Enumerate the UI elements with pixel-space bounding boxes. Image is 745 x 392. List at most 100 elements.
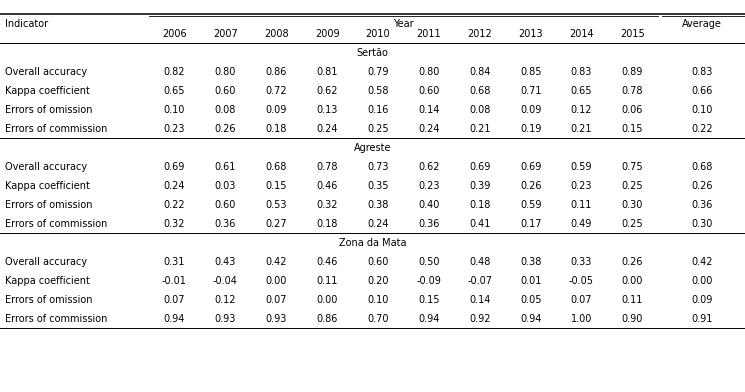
Text: 0.69: 0.69 xyxy=(469,162,490,172)
Text: 0.59: 0.59 xyxy=(520,200,542,210)
Text: 0.92: 0.92 xyxy=(469,314,490,324)
Text: 0.94: 0.94 xyxy=(418,314,440,324)
Text: 0.53: 0.53 xyxy=(265,200,287,210)
Text: Indicator: Indicator xyxy=(5,18,48,29)
Text: 0.60: 0.60 xyxy=(215,200,236,210)
Text: Errors of commission: Errors of commission xyxy=(5,219,107,229)
Text: 0.30: 0.30 xyxy=(622,200,643,210)
Text: 0.25: 0.25 xyxy=(621,181,643,191)
Text: 0.10: 0.10 xyxy=(691,105,712,114)
Text: 0.13: 0.13 xyxy=(317,105,337,114)
Text: 0.36: 0.36 xyxy=(691,200,712,210)
Text: 0.50: 0.50 xyxy=(418,257,440,267)
Text: 0.68: 0.68 xyxy=(691,162,712,172)
Text: 0.86: 0.86 xyxy=(317,314,337,324)
Text: 0.30: 0.30 xyxy=(691,219,712,229)
Text: Overall accuracy: Overall accuracy xyxy=(5,67,87,76)
Text: 0.72: 0.72 xyxy=(265,85,287,96)
Text: 0.35: 0.35 xyxy=(367,181,389,191)
Text: 2010: 2010 xyxy=(366,29,390,39)
Text: 0.66: 0.66 xyxy=(691,85,712,96)
Text: 0.20: 0.20 xyxy=(367,276,389,286)
Text: 0.26: 0.26 xyxy=(691,181,712,191)
Text: 0.60: 0.60 xyxy=(367,257,389,267)
Text: 0.69: 0.69 xyxy=(164,162,185,172)
Text: 0.25: 0.25 xyxy=(621,219,643,229)
Text: 2012: 2012 xyxy=(467,29,492,39)
Text: 2013: 2013 xyxy=(519,29,543,39)
Text: 0.59: 0.59 xyxy=(571,162,592,172)
Text: 0.38: 0.38 xyxy=(367,200,389,210)
Text: 0.17: 0.17 xyxy=(520,219,542,229)
Text: 0.27: 0.27 xyxy=(265,219,287,229)
Text: 0.61: 0.61 xyxy=(215,162,236,172)
Text: 0.22: 0.22 xyxy=(691,123,713,134)
Text: 0.82: 0.82 xyxy=(164,67,186,76)
Text: 2009: 2009 xyxy=(315,29,340,39)
Text: 0.41: 0.41 xyxy=(469,219,490,229)
Text: 0.62: 0.62 xyxy=(317,85,337,96)
Text: 0.62: 0.62 xyxy=(418,162,440,172)
Text: 0.68: 0.68 xyxy=(265,162,287,172)
Text: 0.00: 0.00 xyxy=(317,295,337,305)
Text: 0.15: 0.15 xyxy=(265,181,287,191)
Text: Errors of commission: Errors of commission xyxy=(5,314,107,324)
Text: 2011: 2011 xyxy=(416,29,441,39)
Text: 0.49: 0.49 xyxy=(571,219,592,229)
Text: -0.01: -0.01 xyxy=(162,276,187,286)
Text: 0.24: 0.24 xyxy=(418,123,440,134)
Text: 0.01: 0.01 xyxy=(520,276,542,286)
Text: 0.11: 0.11 xyxy=(571,200,592,210)
Text: 0.03: 0.03 xyxy=(215,181,236,191)
Text: 0.18: 0.18 xyxy=(469,200,490,210)
Text: 0.25: 0.25 xyxy=(367,123,389,134)
Text: 0.11: 0.11 xyxy=(317,276,337,286)
Text: -0.05: -0.05 xyxy=(569,276,594,286)
Text: 0.07: 0.07 xyxy=(571,295,592,305)
Text: 0.14: 0.14 xyxy=(418,105,440,114)
Text: 0.39: 0.39 xyxy=(469,181,490,191)
Text: 0.90: 0.90 xyxy=(622,314,643,324)
Text: 0.80: 0.80 xyxy=(215,67,236,76)
Text: 0.36: 0.36 xyxy=(215,219,236,229)
Text: 0.06: 0.06 xyxy=(622,105,643,114)
Text: 0.09: 0.09 xyxy=(691,295,712,305)
Text: 0.24: 0.24 xyxy=(164,181,186,191)
Text: 0.79: 0.79 xyxy=(367,67,389,76)
Text: 0.14: 0.14 xyxy=(469,295,490,305)
Text: 0.71: 0.71 xyxy=(520,85,542,96)
Text: 0.26: 0.26 xyxy=(215,123,236,134)
Text: 0.65: 0.65 xyxy=(571,85,592,96)
Text: 0.65: 0.65 xyxy=(164,85,186,96)
Text: 0.26: 0.26 xyxy=(520,181,542,191)
Text: 0.33: 0.33 xyxy=(571,257,592,267)
Text: 0.91: 0.91 xyxy=(691,314,712,324)
Text: 0.08: 0.08 xyxy=(469,105,490,114)
Text: 0.09: 0.09 xyxy=(520,105,542,114)
Text: -0.07: -0.07 xyxy=(467,276,492,286)
Text: Sertão: Sertão xyxy=(357,48,388,58)
Text: 0.60: 0.60 xyxy=(418,85,440,96)
Text: 0.78: 0.78 xyxy=(317,162,337,172)
Text: 0.21: 0.21 xyxy=(469,123,490,134)
Text: -0.04: -0.04 xyxy=(213,276,238,286)
Text: Agreste: Agreste xyxy=(354,143,391,153)
Text: 0.18: 0.18 xyxy=(317,219,337,229)
Text: 0.23: 0.23 xyxy=(571,181,592,191)
Text: 2008: 2008 xyxy=(264,29,288,39)
Text: 0.83: 0.83 xyxy=(691,67,712,76)
Text: 0.36: 0.36 xyxy=(418,219,440,229)
Text: 0.89: 0.89 xyxy=(622,67,643,76)
Text: 0.81: 0.81 xyxy=(317,67,337,76)
Text: 0.42: 0.42 xyxy=(691,257,712,267)
Text: 0.38: 0.38 xyxy=(520,257,542,267)
Text: 0.11: 0.11 xyxy=(622,295,643,305)
Text: 0.69: 0.69 xyxy=(520,162,542,172)
Text: 0.12: 0.12 xyxy=(571,105,592,114)
Text: Kappa coefficient: Kappa coefficient xyxy=(5,276,90,286)
Text: 0.16: 0.16 xyxy=(367,105,389,114)
Text: 0.00: 0.00 xyxy=(265,276,287,286)
Text: Errors of omission: Errors of omission xyxy=(5,105,92,114)
Text: 0.40: 0.40 xyxy=(418,200,440,210)
Text: 2006: 2006 xyxy=(162,29,187,39)
